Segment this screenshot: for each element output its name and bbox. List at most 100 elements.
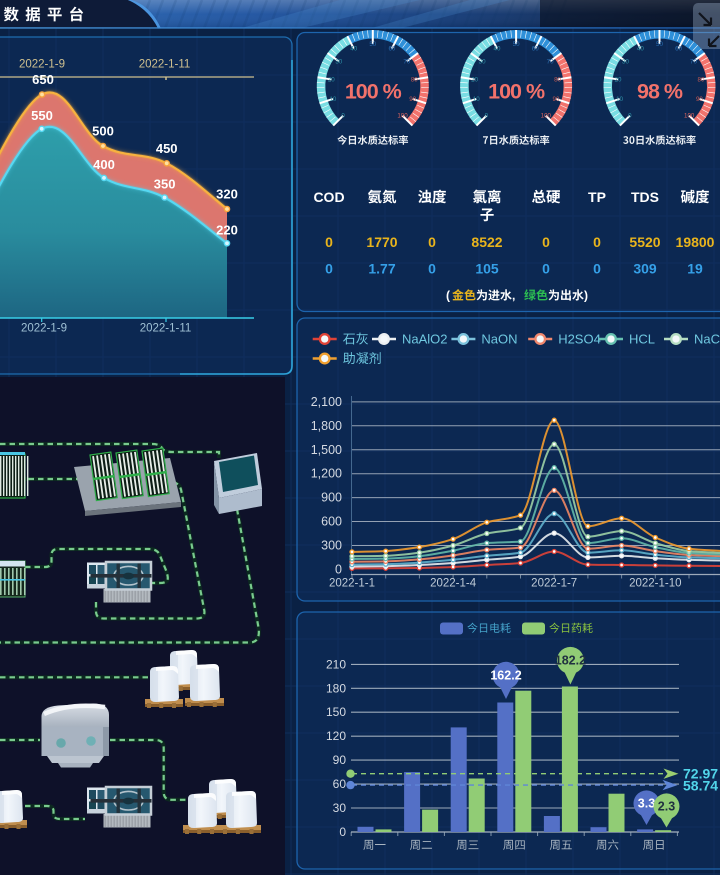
svg-text:80: 80 — [698, 76, 705, 83]
svg-text:NaON: NaON — [481, 332, 517, 347]
svg-text:2022-1-10: 2022-1-10 — [629, 578, 681, 590]
svg-text:220: 220 — [216, 222, 238, 237]
svg-text:30: 30 — [335, 58, 342, 65]
svg-text:80: 80 — [554, 76, 561, 83]
svg-text:20: 20 — [471, 76, 478, 83]
svg-text:350: 350 — [154, 177, 176, 192]
svg-text:100: 100 — [684, 113, 695, 120]
svg-text:1770: 1770 — [366, 234, 397, 250]
svg-text:2.3: 2.3 — [658, 800, 675, 814]
svg-text:80: 80 — [411, 76, 418, 83]
svg-text:NaAlO2: NaAlO2 — [402, 332, 448, 347]
svg-text:5520: 5520 — [629, 234, 660, 250]
svg-text:0: 0 — [542, 234, 550, 250]
svg-text:19: 19 — [687, 261, 703, 277]
svg-text:70: 70 — [547, 58, 554, 65]
svg-text:0: 0 — [335, 562, 342, 576]
svg-text:2022-1-7: 2022-1-7 — [531, 578, 577, 590]
svg-text:1,800: 1,800 — [311, 419, 342, 433]
svg-text:0: 0 — [325, 261, 333, 277]
svg-text:1,500: 1,500 — [311, 443, 342, 457]
svg-text:72.97: 72.97 — [683, 766, 718, 782]
svg-text:600: 600 — [321, 515, 342, 529]
svg-text:90: 90 — [553, 96, 560, 103]
svg-text:50: 50 — [656, 41, 663, 48]
svg-text:0: 0 — [628, 113, 632, 120]
svg-text:90: 90 — [409, 96, 416, 103]
svg-text:NaCLO: NaCLO — [694, 332, 720, 347]
svg-text:0: 0 — [593, 234, 601, 250]
svg-text:100: 100 — [397, 113, 408, 120]
svg-text:COD: COD — [313, 189, 344, 205]
svg-text:60: 60 — [333, 777, 347, 791]
svg-text:19800: 19800 — [676, 234, 715, 250]
svg-text:180: 180 — [326, 681, 346, 695]
svg-text:2022-1-11: 2022-1-11 — [139, 59, 191, 71]
svg-text:182.2: 182.2 — [555, 654, 586, 668]
svg-text:90: 90 — [696, 96, 703, 103]
svg-text:1.77: 1.77 — [368, 261, 395, 277]
svg-text:150: 150 — [326, 705, 346, 719]
svg-text:): ) — [584, 289, 588, 303]
svg-text:900: 900 — [321, 491, 342, 505]
svg-text:60: 60 — [388, 46, 395, 53]
svg-text:98 %: 98 % — [637, 80, 683, 104]
svg-text:2022-1-9: 2022-1-9 — [21, 323, 67, 335]
svg-text:10: 10 — [473, 96, 480, 103]
svg-text:20: 20 — [615, 76, 622, 83]
svg-text:90: 90 — [333, 753, 347, 767]
svg-text:320: 320 — [216, 187, 238, 202]
svg-text:2022-1-11: 2022-1-11 — [140, 323, 192, 335]
svg-text:450: 450 — [156, 141, 178, 156]
svg-text:0: 0 — [339, 825, 346, 839]
svg-text:HCL: HCL — [629, 332, 655, 347]
svg-text:8522: 8522 — [471, 234, 502, 250]
svg-text:40: 40 — [637, 46, 644, 53]
svg-text:550: 550 — [31, 108, 53, 123]
svg-text:100 %: 100 % — [488, 80, 545, 104]
svg-text:58.74: 58.74 — [683, 778, 718, 794]
svg-text:30: 30 — [479, 58, 486, 65]
svg-text:0: 0 — [542, 261, 550, 277]
svg-text:2,100: 2,100 — [311, 395, 342, 409]
svg-text:10: 10 — [616, 96, 623, 103]
svg-text:650: 650 — [32, 72, 54, 87]
svg-text:2022-1-9: 2022-1-9 — [19, 59, 65, 71]
svg-text:100: 100 — [541, 113, 552, 120]
svg-text:0: 0 — [428, 261, 436, 277]
svg-text:105: 105 — [475, 261, 499, 277]
svg-text:10: 10 — [329, 96, 336, 103]
svg-text:309: 309 — [633, 261, 657, 277]
svg-text:H2SO4: H2SO4 — [558, 332, 601, 347]
svg-text:40: 40 — [494, 46, 501, 53]
svg-text:30: 30 — [333, 801, 347, 815]
svg-text:500: 500 — [92, 124, 114, 139]
svg-text:0: 0 — [428, 234, 436, 250]
svg-text:210: 210 — [326, 657, 346, 671]
svg-text:120: 120 — [326, 729, 346, 743]
svg-text:50: 50 — [369, 41, 376, 48]
svg-text:0: 0 — [593, 261, 601, 277]
svg-text:0: 0 — [325, 234, 333, 250]
svg-text:2022-1-1: 2022-1-1 — [329, 578, 375, 590]
svg-text:30: 30 — [622, 58, 629, 65]
svg-text:300: 300 — [321, 539, 342, 553]
svg-text:20: 20 — [328, 76, 335, 83]
svg-text:(: ( — [446, 289, 450, 303]
svg-text:2022-1-4: 2022-1-4 — [430, 578, 477, 590]
svg-text:0: 0 — [341, 113, 345, 120]
svg-text:,: , — [512, 289, 515, 303]
svg-text:1,200: 1,200 — [311, 467, 342, 481]
svg-text:0: 0 — [485, 113, 489, 120]
svg-text:TDS: TDS — [631, 189, 659, 205]
svg-text:400: 400 — [93, 157, 115, 172]
svg-text:60: 60 — [532, 46, 539, 53]
svg-text:70: 70 — [403, 58, 410, 65]
svg-text:50: 50 — [513, 41, 520, 48]
svg-text:100 %: 100 % — [345, 80, 402, 104]
svg-text:TP: TP — [588, 189, 606, 205]
svg-text:162.2: 162.2 — [490, 669, 521, 683]
svg-text:60: 60 — [675, 46, 682, 53]
svg-text:40: 40 — [350, 46, 357, 53]
svg-text:3.3: 3.3 — [638, 797, 655, 811]
